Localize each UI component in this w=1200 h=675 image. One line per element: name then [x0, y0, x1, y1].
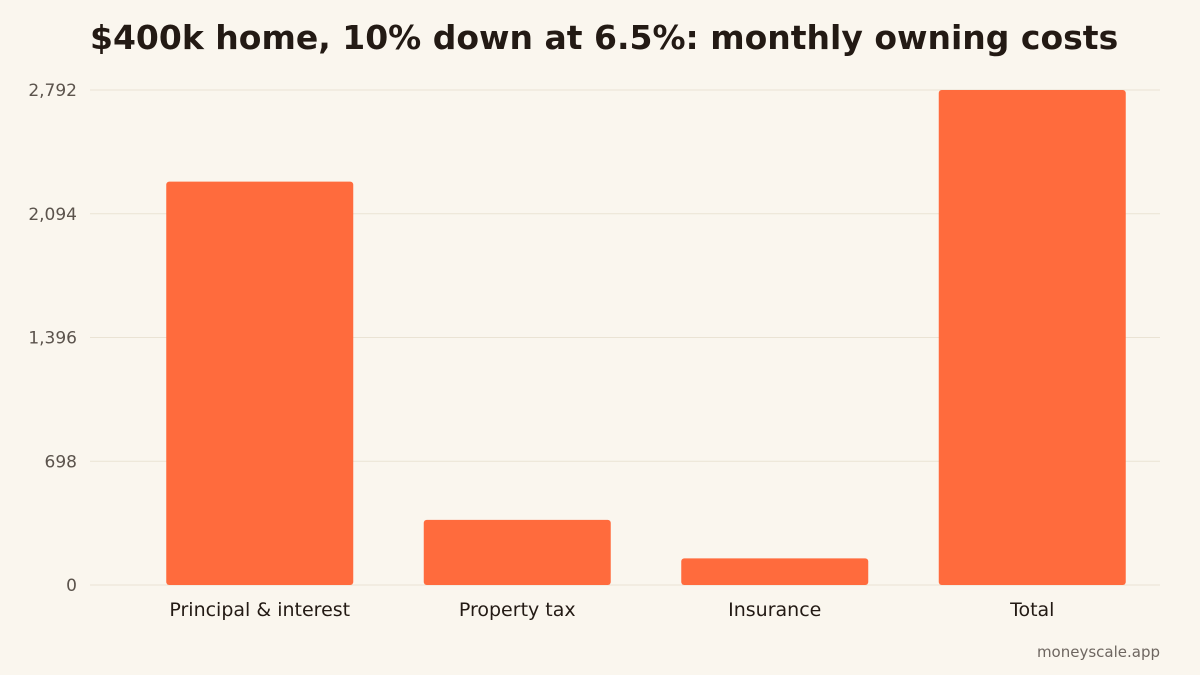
y-tick-label: 698: [45, 452, 77, 472]
bars: [166, 90, 1126, 585]
x-tick-label: Principal & interest: [169, 599, 350, 621]
y-axis-ticks: 0 698 1,396 2,094 2,792: [28, 81, 77, 596]
y-tick-label: 2,792: [28, 81, 77, 101]
x-tick-label: Insurance: [728, 599, 821, 621]
bar: [166, 181, 354, 585]
x-tick-label: Total: [1009, 599, 1054, 621]
y-tick-label: 2,094: [28, 205, 77, 225]
x-tick-label: Property tax: [459, 599, 576, 621]
bar: [938, 90, 1126, 585]
chart-title: $400k home, 10% down at 6.5%: monthly ow…: [90, 18, 1119, 57]
y-tick-label: 1,396: [28, 329, 77, 349]
bar: [423, 519, 611, 585]
bar: [681, 558, 869, 585]
source-watermark: moneyscale.app: [1036, 643, 1160, 661]
y-tick-label: 0: [66, 576, 77, 596]
x-axis-labels: Principal & interest Property tax Insuranc…: [169, 599, 1054, 621]
